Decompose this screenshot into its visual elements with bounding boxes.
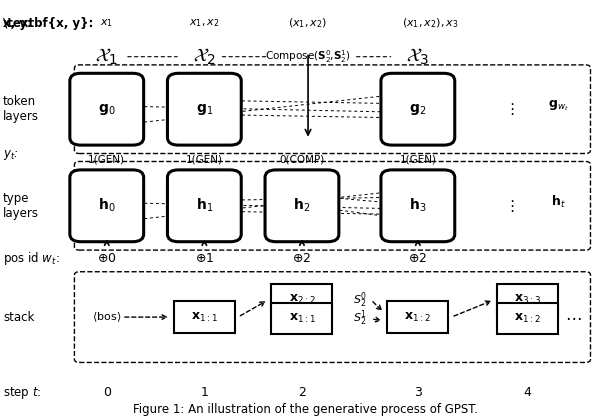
FancyBboxPatch shape <box>265 170 339 241</box>
Text: $(x_1, x_2), x_3$: $(x_1, x_2), x_3$ <box>402 16 458 30</box>
Text: 1(GEN): 1(GEN) <box>186 155 223 165</box>
Text: step $t$:: step $t$: <box>3 385 41 401</box>
FancyBboxPatch shape <box>167 170 242 241</box>
Text: $\mathbf{x}_{1:1}$: $\mathbf{x}_{1:1}$ <box>191 310 218 324</box>
Text: $\oplus 2$: $\oplus 2$ <box>408 252 428 265</box>
Text: 0(COMP): 0(COMP) <box>279 155 325 165</box>
Text: $y_t$:: $y_t$: <box>3 148 19 163</box>
Text: 4: 4 <box>524 386 531 399</box>
Bar <box>497 284 558 315</box>
Text: pos id $w_t$:: pos id $w_t$: <box>3 250 60 267</box>
Text: $S^1_2$: $S^1_2$ <box>353 309 367 328</box>
Text: $\mathbf{x}_{1:2}$: $\mathbf{x}_{1:2}$ <box>514 312 541 325</box>
Text: $\mathbf{h}_t$: $\mathbf{h}_t$ <box>551 194 565 210</box>
Text: 0: 0 <box>102 386 111 399</box>
Text: $\mathbf{x}_{1:1}$: $\mathbf{x}_{1:1}$ <box>289 312 315 325</box>
Text: 2: 2 <box>298 386 306 399</box>
Text: $\cdots$: $\cdots$ <box>565 308 582 326</box>
Text: $\oplus 2$: $\oplus 2$ <box>292 252 312 265</box>
Text: Figure 1: An illustration of the generative process of GPST.: Figure 1: An illustration of the generat… <box>132 403 478 416</box>
Text: $\mathcal{X}_2$: $\mathcal{X}_2$ <box>193 47 216 67</box>
Text: x, y:: x, y: <box>3 17 32 29</box>
Text: 1(GEN): 1(GEN) <box>400 155 436 165</box>
Bar <box>497 303 558 334</box>
Text: $\vdots$: $\vdots$ <box>504 101 515 117</box>
Text: $\mathcal{X}_1$: $\mathcal{X}_1$ <box>95 47 118 67</box>
Text: $\mathbf{g}_1$: $\mathbf{g}_1$ <box>196 102 213 117</box>
Text: Compose($\mathbf{S}^0_2$,$\mathbf{S}^1_2$): Compose($\mathbf{S}^0_2$,$\mathbf{S}^1_2… <box>265 48 351 65</box>
Text: $(x_1, x_2)$: $(x_1, x_2)$ <box>289 16 328 30</box>
Text: $S^0_2$: $S^0_2$ <box>353 290 367 310</box>
Text: $\mathbf{g}_2$: $\mathbf{g}_2$ <box>409 102 426 117</box>
Text: stack: stack <box>3 311 34 323</box>
FancyBboxPatch shape <box>70 73 144 145</box>
Bar <box>174 302 235 333</box>
FancyBboxPatch shape <box>74 272 590 362</box>
FancyBboxPatch shape <box>70 170 144 241</box>
Text: 3: 3 <box>414 386 422 399</box>
Text: \textbf{x, y}:: \textbf{x, y}: <box>3 17 93 29</box>
Text: $\oplus 1$: $\oplus 1$ <box>195 252 214 265</box>
Text: $x_1$: $x_1$ <box>100 17 113 29</box>
Text: $\mathbf{g}_{w_t}$: $\mathbf{g}_{w_t}$ <box>548 99 569 113</box>
Text: $\mathbf{h}_1$: $\mathbf{h}_1$ <box>196 197 213 215</box>
Text: $\oplus 0$: $\oplus 0$ <box>97 252 117 265</box>
FancyBboxPatch shape <box>167 73 242 145</box>
Text: token
layers: token layers <box>3 95 39 123</box>
Bar <box>271 284 332 315</box>
Text: $\langle$bos$\rangle$: $\langle$bos$\rangle$ <box>92 310 121 324</box>
Text: $\mathbf{x}_{2:2}$: $\mathbf{x}_{2:2}$ <box>289 293 315 306</box>
Text: $x_1, x_2$: $x_1, x_2$ <box>189 17 220 29</box>
Text: $\mathbf{x}_{3:3}$: $\mathbf{x}_{3:3}$ <box>514 293 541 306</box>
Text: $\vdots$: $\vdots$ <box>504 198 515 214</box>
FancyBboxPatch shape <box>381 73 455 145</box>
Text: 1(GEN): 1(GEN) <box>88 155 125 165</box>
Text: 1: 1 <box>201 386 208 399</box>
Text: $\mathbf{h}_2$: $\mathbf{h}_2$ <box>293 197 310 215</box>
Text: $\mathbf{h}_3$: $\mathbf{h}_3$ <box>409 197 426 215</box>
Bar <box>387 302 448 333</box>
Bar <box>271 303 332 334</box>
Text: $\mathbf{x}_{1:2}$: $\mathbf{x}_{1:2}$ <box>404 310 431 324</box>
Text: type
layers: type layers <box>3 192 39 220</box>
Text: $\mathcal{X}_3$: $\mathcal{X}_3$ <box>406 47 429 67</box>
FancyBboxPatch shape <box>74 161 590 250</box>
FancyBboxPatch shape <box>381 170 455 241</box>
Text: $\mathbf{h}_0$: $\mathbf{h}_0$ <box>98 197 115 215</box>
Text: $\mathbf{g}_0$: $\mathbf{g}_0$ <box>98 102 115 117</box>
FancyBboxPatch shape <box>74 65 590 154</box>
